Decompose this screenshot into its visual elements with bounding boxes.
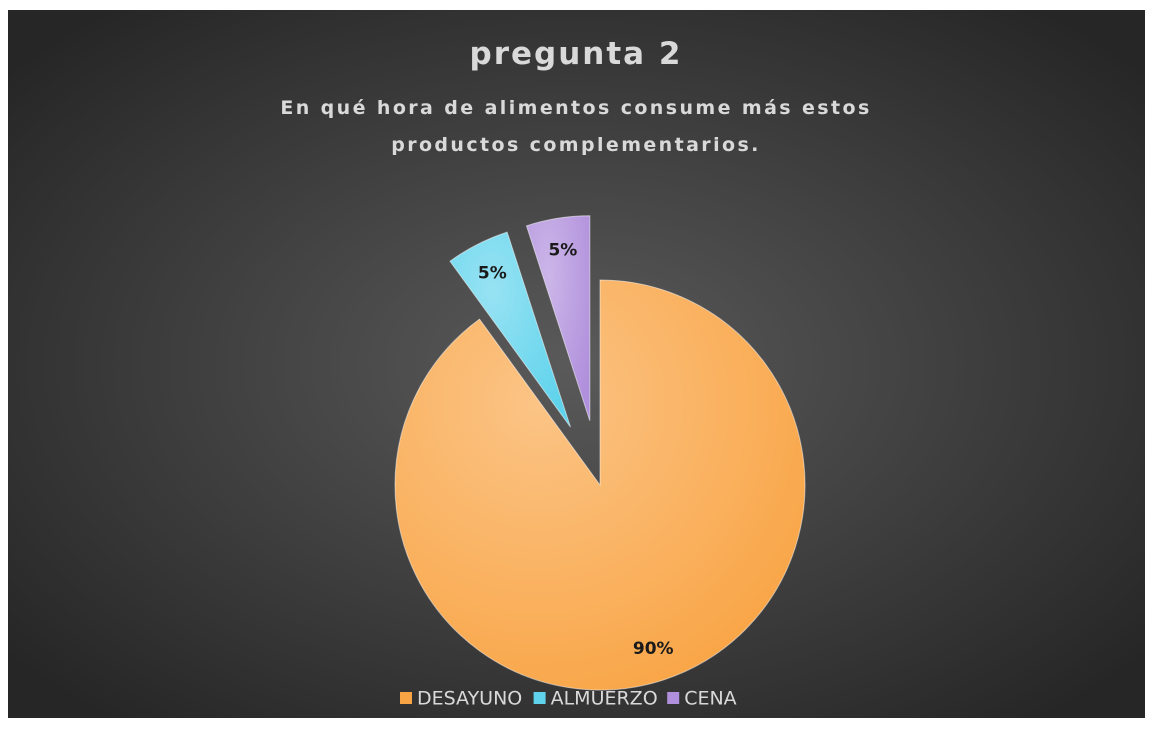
data-label: 5% (548, 241, 577, 261)
data-label: 90% (633, 639, 674, 659)
legend-swatch (400, 692, 412, 704)
data-label: 5% (478, 264, 507, 284)
chart-subtitle: En qué hora de alimentos consume más est… (280, 97, 872, 156)
legend-label: CENA (684, 688, 736, 710)
legend-swatch (533, 692, 546, 704)
legend-label: ALMUERZO (551, 688, 658, 710)
legend-label: DESAYUNO (417, 688, 522, 710)
legend-swatch (667, 692, 680, 704)
chart-title: pregunta 2 (469, 36, 683, 72)
pie-slice (394, 279, 806, 691)
